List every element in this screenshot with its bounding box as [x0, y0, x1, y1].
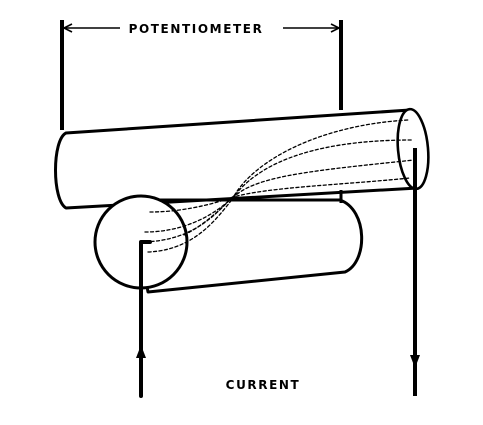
arrow-down-icon	[410, 355, 420, 368]
potentiometer-label: POTENTIOMETER	[129, 22, 264, 36]
current-flow-lines	[139, 119, 415, 253]
current-arrowheads	[136, 345, 420, 368]
potentiometer-dimension-arrows	[62, 23, 341, 33]
current-leads	[139, 148, 417, 398]
current-label: CURRENT	[226, 378, 301, 392]
potentiometer-leads	[60, 20, 343, 130]
arrow-up-icon	[136, 345, 146, 358]
